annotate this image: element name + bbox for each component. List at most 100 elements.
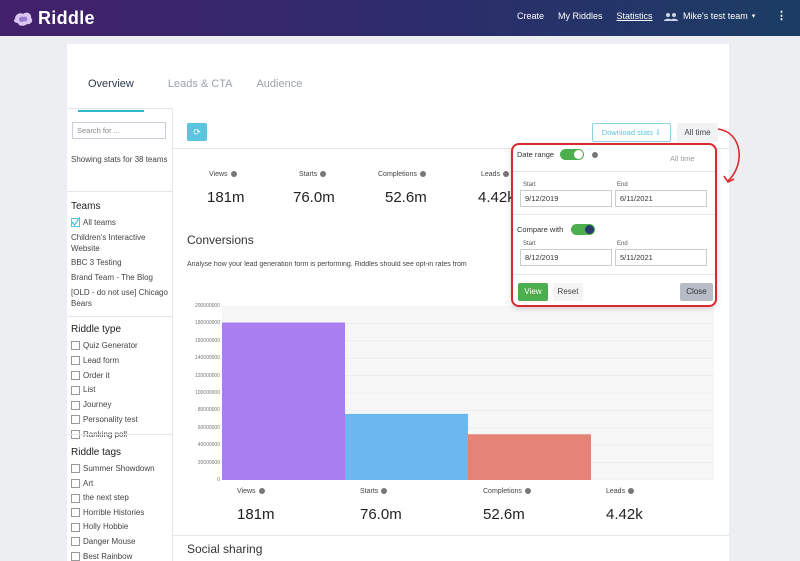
checkbox[interactable] — [71, 537, 80, 547]
checkbox-label: Lead form — [83, 355, 120, 365]
compare-end-label: End — [617, 241, 628, 247]
tab-audience[interactable]: Audience — [256, 78, 303, 90]
stat-views-label: Views — [209, 171, 237, 178]
compare-end-input[interactable]: 5/11/2021 — [615, 249, 707, 266]
conversions-chart-svg — [222, 305, 714, 481]
y-tick-label: 180000000 — [194, 320, 220, 327]
bar-views[interactable] — [222, 322, 345, 480]
team-item[interactable]: [OLD - do not use] Chicago Bears — [71, 288, 168, 308]
compare-start-input[interactable]: 8/12/2019 — [520, 249, 612, 266]
stat-views-value: 181m — [207, 189, 245, 206]
info-icon[interactable] — [524, 488, 531, 495]
team-name: Mike's test team — [683, 11, 748, 21]
refresh-button[interactable]: ⟳ — [187, 123, 207, 141]
info-icon[interactable] — [503, 171, 510, 178]
checkbox[interactable] — [71, 493, 80, 503]
info-icon[interactable] — [258, 488, 265, 495]
checkbox[interactable] — [71, 400, 80, 410]
y-tick-label: 100000000 — [194, 390, 220, 396]
team-item[interactable]: BBC 3 Testing — [71, 258, 122, 267]
date-range-toggle[interactable] — [560, 149, 584, 160]
bar-starts[interactable] — [345, 413, 468, 480]
bar-completions[interactable] — [468, 434, 591, 480]
reset-button[interactable]: Reset — [553, 283, 583, 301]
filter-checkbox-item[interactable]: Order it — [71, 370, 110, 381]
divider — [513, 274, 715, 275]
checkbox-label: Quiz Generator — [83, 341, 138, 350]
checkbox[interactable] — [71, 341, 80, 351]
checkbox[interactable] — [71, 464, 80, 474]
annotation-arrow — [717, 128, 740, 184]
filter-checkbox-item[interactable]: Holly Hobbie — [71, 521, 128, 532]
checkbox[interactable] — [71, 522, 80, 532]
checkbox[interactable] — [71, 415, 80, 425]
checkbox[interactable] — [71, 370, 80, 380]
riddle-logo-text: Riddle — [38, 8, 95, 28]
date-range-popup: Date range All time Start End 9/12/2019 … — [511, 143, 717, 307]
checkbox[interactable] — [71, 356, 80, 366]
info-icon[interactable] — [320, 171, 327, 178]
checkbox[interactable] — [71, 508, 80, 518]
team-menu[interactable]: Mike's test team ▾ — [664, 11, 755, 21]
bar-value-label: 76.0m — [360, 506, 402, 523]
start-date-input[interactable]: 9/12/2019 — [520, 190, 612, 207]
checkbox-label: Horrible Histories — [83, 507, 145, 517]
stats-tabs: Overview Leads & CTA Audience — [78, 78, 326, 112]
social-sharing-title: Social sharing — [187, 542, 263, 556]
team-item[interactable]: Children's Interactive Website — [71, 233, 146, 253]
checkbox[interactable] — [71, 385, 80, 395]
filter-checkbox-item[interactable]: Horrible Histories — [71, 507, 144, 518]
tab-leads-cta[interactable]: Leads & CTA — [167, 78, 233, 90]
divider — [67, 191, 173, 192]
y-tick-label: 140000000 — [194, 355, 220, 362]
info-icon[interactable] — [592, 152, 598, 158]
nav-statistics[interactable]: Statistics — [616, 11, 653, 21]
divider — [513, 214, 715, 215]
search-input[interactable]: Search for ... — [72, 122, 166, 139]
checkbox[interactable] — [71, 551, 80, 561]
stat-leads-value: 4.42k — [478, 189, 511, 206]
riddle-logo[interactable]: Riddle — [12, 8, 95, 29]
checkbox-label: Danger Mouse — [83, 537, 136, 546]
team-item[interactable]: Brand Team - The Blog — [71, 273, 153, 282]
checkbox-label: Personality test — [83, 415, 138, 424]
filter-checkbox-item[interactable]: Best Rainbow — [71, 551, 132, 561]
stat-completions-value: 52.6m — [385, 189, 427, 206]
filter-checkbox-item[interactable]: Lead form — [71, 355, 119, 366]
x-category-label: Starts — [360, 488, 388, 495]
filter-checkbox-item[interactable]: Journey — [71, 399, 111, 410]
download-stats-button[interactable]: Download stats ⇩ — [592, 123, 671, 142]
filter-checkbox-item[interactable]: Personality test — [71, 414, 138, 425]
info-icon[interactable] — [230, 171, 237, 178]
end-label: End — [617, 182, 628, 188]
nav-my-riddles[interactable]: My Riddles — [558, 11, 603, 21]
nav-create[interactable]: Create — [517, 11, 545, 21]
checkbox-checked[interactable] — [71, 217, 80, 228]
checkbox[interactable] — [71, 478, 80, 488]
filter-checkbox-item[interactable]: Art — [71, 478, 93, 489]
info-icon[interactable] — [381, 488, 388, 495]
view-button[interactable]: View — [518, 283, 548, 301]
checkbox-label: the next step — [83, 493, 129, 503]
filter-checkbox-item[interactable]: Summer Showdown — [71, 463, 155, 474]
top-navigation-bar: Riddle Create My Riddles Statistics Mike… — [0, 0, 800, 36]
end-date-input[interactable]: 6/11/2021 — [615, 190, 707, 207]
team-item-all[interactable]: All teams — [71, 217, 116, 228]
date-range-button[interactable]: All time — [677, 123, 718, 142]
filter-checkbox-item[interactable]: List — [71, 384, 95, 395]
more-menu-icon[interactable]: ⋮ — [776, 10, 787, 22]
info-icon[interactable] — [628, 488, 635, 495]
divider — [173, 535, 729, 536]
stat-starts-value: 76.0m — [293, 189, 335, 206]
compare-toggle[interactable] — [571, 224, 595, 235]
compare-start-label: Start — [523, 241, 536, 247]
filter-checkbox-item[interactable]: the next step — [71, 492, 129, 503]
tab-overview[interactable]: Overview — [78, 78, 144, 112]
stat-completions-label: Completions — [378, 171, 426, 178]
filter-checkbox-item[interactable]: Danger Mouse — [71, 536, 135, 547]
checkbox-label: Art — [83, 478, 94, 488]
stat-starts-label: Starts — [299, 171, 327, 178]
filter-checkbox-item[interactable]: Quiz Generator — [71, 340, 138, 351]
close-button[interactable]: Close — [680, 283, 713, 301]
info-icon[interactable] — [419, 171, 426, 178]
